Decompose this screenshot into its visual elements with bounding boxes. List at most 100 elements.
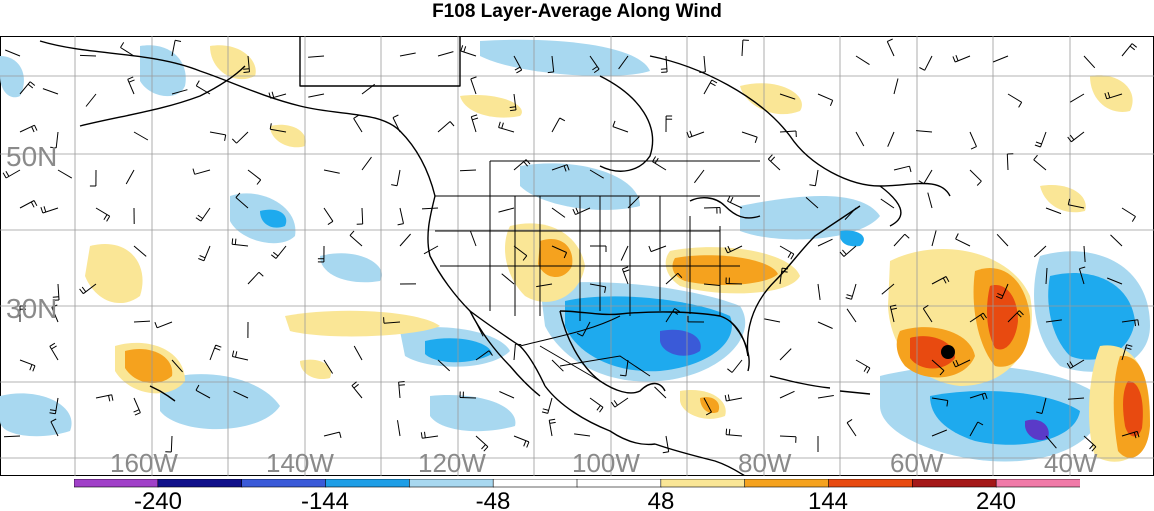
wind-barb (665, 308, 676, 323)
wind-barb-flag (904, 233, 910, 239)
wind-barb-flag (863, 366, 868, 372)
colorbar-swatch (576, 479, 662, 488)
wind-barb-flag (103, 214, 108, 220)
wind-barb (551, 245, 567, 253)
wind-barb (582, 321, 591, 337)
wind-barb-flag (1067, 198, 1071, 205)
wind-barb (55, 131, 59, 148)
wind-barb (209, 131, 226, 136)
wind-barb-flag (839, 251, 845, 257)
wind-barb-flag (1125, 347, 1132, 350)
wind-barb-flag (215, 344, 222, 348)
wind-barb (323, 207, 334, 222)
wind-barb-flag (767, 154, 773, 160)
wind-barb-flag (547, 71, 554, 74)
orange-anomaly-region (538, 238, 573, 278)
wind-barb (247, 271, 260, 285)
wind-barb-flag (549, 418, 556, 421)
wind-barb (1006, 153, 1009, 171)
wind-barb (498, 207, 515, 213)
wind-barb-flag (955, 233, 959, 240)
wind-barb-flag (32, 365, 36, 372)
wind-barb (5, 49, 21, 57)
lon-label-120w: 120W (418, 448, 486, 476)
wind-barb (779, 268, 783, 285)
wind-barb (1069, 93, 1085, 103)
wind-barb (703, 283, 720, 286)
wind-barb (924, 55, 933, 71)
yellow-anomaly-region (1090, 75, 1133, 112)
wind-barb (814, 169, 819, 186)
wind-barb (1045, 267, 1048, 285)
wind-barb (421, 207, 439, 210)
wind-barb (916, 130, 933, 133)
wind-barb (621, 268, 629, 285)
wind-barb-flag (198, 258, 205, 262)
wind-barb-flag (199, 255, 206, 259)
wind-barb (499, 391, 515, 399)
blue-anomaly-region (0, 393, 72, 437)
wind-barb (1001, 283, 1009, 299)
wind-barb (171, 89, 188, 95)
wind-barb (399, 233, 411, 247)
wind-barb-flag (1034, 144, 1041, 148)
wind-barb (513, 93, 517, 110)
colorbar-swatches (74, 479, 1080, 488)
wind-barb-flag (705, 411, 712, 416)
wind-barb-flag (622, 266, 629, 270)
wind-barb (1007, 93, 1022, 103)
wind-barb-flag (770, 156, 776, 162)
colorbar-swatch (828, 479, 914, 488)
wind-barb (992, 55, 1009, 63)
wind-barbs (2, 38, 1140, 454)
wind-barb (536, 283, 553, 288)
wind-barb-flag (463, 46, 467, 53)
wind-barb-flag (133, 409, 140, 413)
wind-barb (399, 52, 416, 57)
wind-barb-flag (781, 270, 788, 273)
wind-barb (893, 165, 910, 171)
wind-barb (513, 435, 530, 443)
wind-barb-flag (108, 395, 111, 402)
wind-barb-flag (134, 412, 141, 416)
wind-barb-flag (1036, 411, 1043, 414)
wind-barb (323, 431, 340, 437)
colorbar-swatch (74, 479, 159, 488)
wind-barb (931, 397, 948, 401)
wind-barb-flag (1069, 134, 1075, 141)
wind-barb-flag (942, 277, 947, 284)
wind-barb-flag (725, 428, 728, 435)
wind-barb-flag (106, 215, 111, 222)
wind-barb (19, 200, 35, 209)
wind-barb (459, 169, 477, 172)
wind-barb-flag (724, 395, 727, 402)
wind-barb (880, 198, 895, 209)
wind-barb (779, 130, 797, 133)
wind-barb (133, 131, 149, 141)
wind-barb (349, 235, 363, 247)
wind-barb-flag (782, 267, 789, 270)
wind-barb-flag (727, 368, 733, 373)
wind-barb-flag (30, 201, 35, 208)
wind-barb-flag (672, 310, 679, 315)
wind-barb-flag (981, 393, 985, 400)
wind-barb (1068, 204, 1085, 209)
wind-barb-flag (258, 271, 264, 277)
wind-barb (85, 93, 97, 107)
colorbar-label-neg144: -144 (301, 488, 349, 511)
wind-barb-flag (40, 207, 44, 214)
wind-barb (726, 397, 743, 402)
wind-barb (618, 55, 629, 70)
wind-barb-flag (1136, 431, 1140, 438)
yellow-anomaly-region (740, 83, 802, 115)
wind-barb-flag (195, 80, 200, 87)
wind-barb-flag (224, 134, 227, 141)
wind-barb-flag (1018, 310, 1024, 316)
wind-barb (171, 40, 176, 57)
blue-anomaly-core (1025, 419, 1049, 441)
wind-barb (95, 207, 110, 217)
wind-barb (1045, 319, 1062, 323)
wind-barb (133, 320, 151, 323)
wind-barb (170, 435, 173, 453)
yellow-anomaly-region (460, 95, 522, 118)
